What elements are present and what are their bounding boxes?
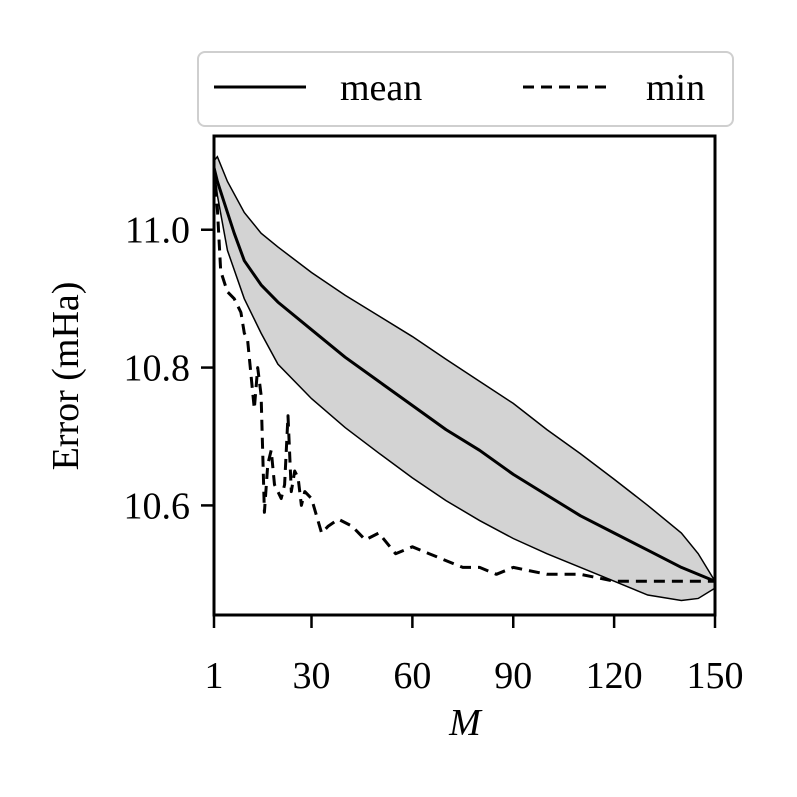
x-tick-label: 90 [494,655,532,697]
y-tick-label: 10.8 [124,348,191,390]
y-tick-label: 10.6 [124,485,191,527]
legend-mean-label: mean [340,67,422,109]
x-tick-label: 150 [687,655,744,697]
y-axis-label: Error (mHa) [45,282,87,471]
legend: mean min [197,51,734,127]
band-upper-edge [213,155,716,582]
y-axis: 10.6 10.8 11.0 [124,210,214,527]
x-tick-label: 60 [393,655,431,697]
x-tick-label: 120 [586,655,643,697]
legend-box [197,51,734,127]
legend-min-label: min [646,67,705,109]
x-axis-label: M [448,702,483,744]
band-layer [213,155,716,602]
series-line-mean [212,167,716,583]
series-layer [212,167,716,583]
series-line-min [212,167,715,583]
band-fill [214,156,715,601]
x-tick-label: 30 [293,655,331,697]
y-tick-label: 11.0 [125,210,190,252]
band-lower-edge [213,167,716,602]
x-axis: 1 30 60 90 120 150 [205,615,744,697]
plot-frame [212,134,717,617]
x-tick-label: 1 [205,655,224,697]
